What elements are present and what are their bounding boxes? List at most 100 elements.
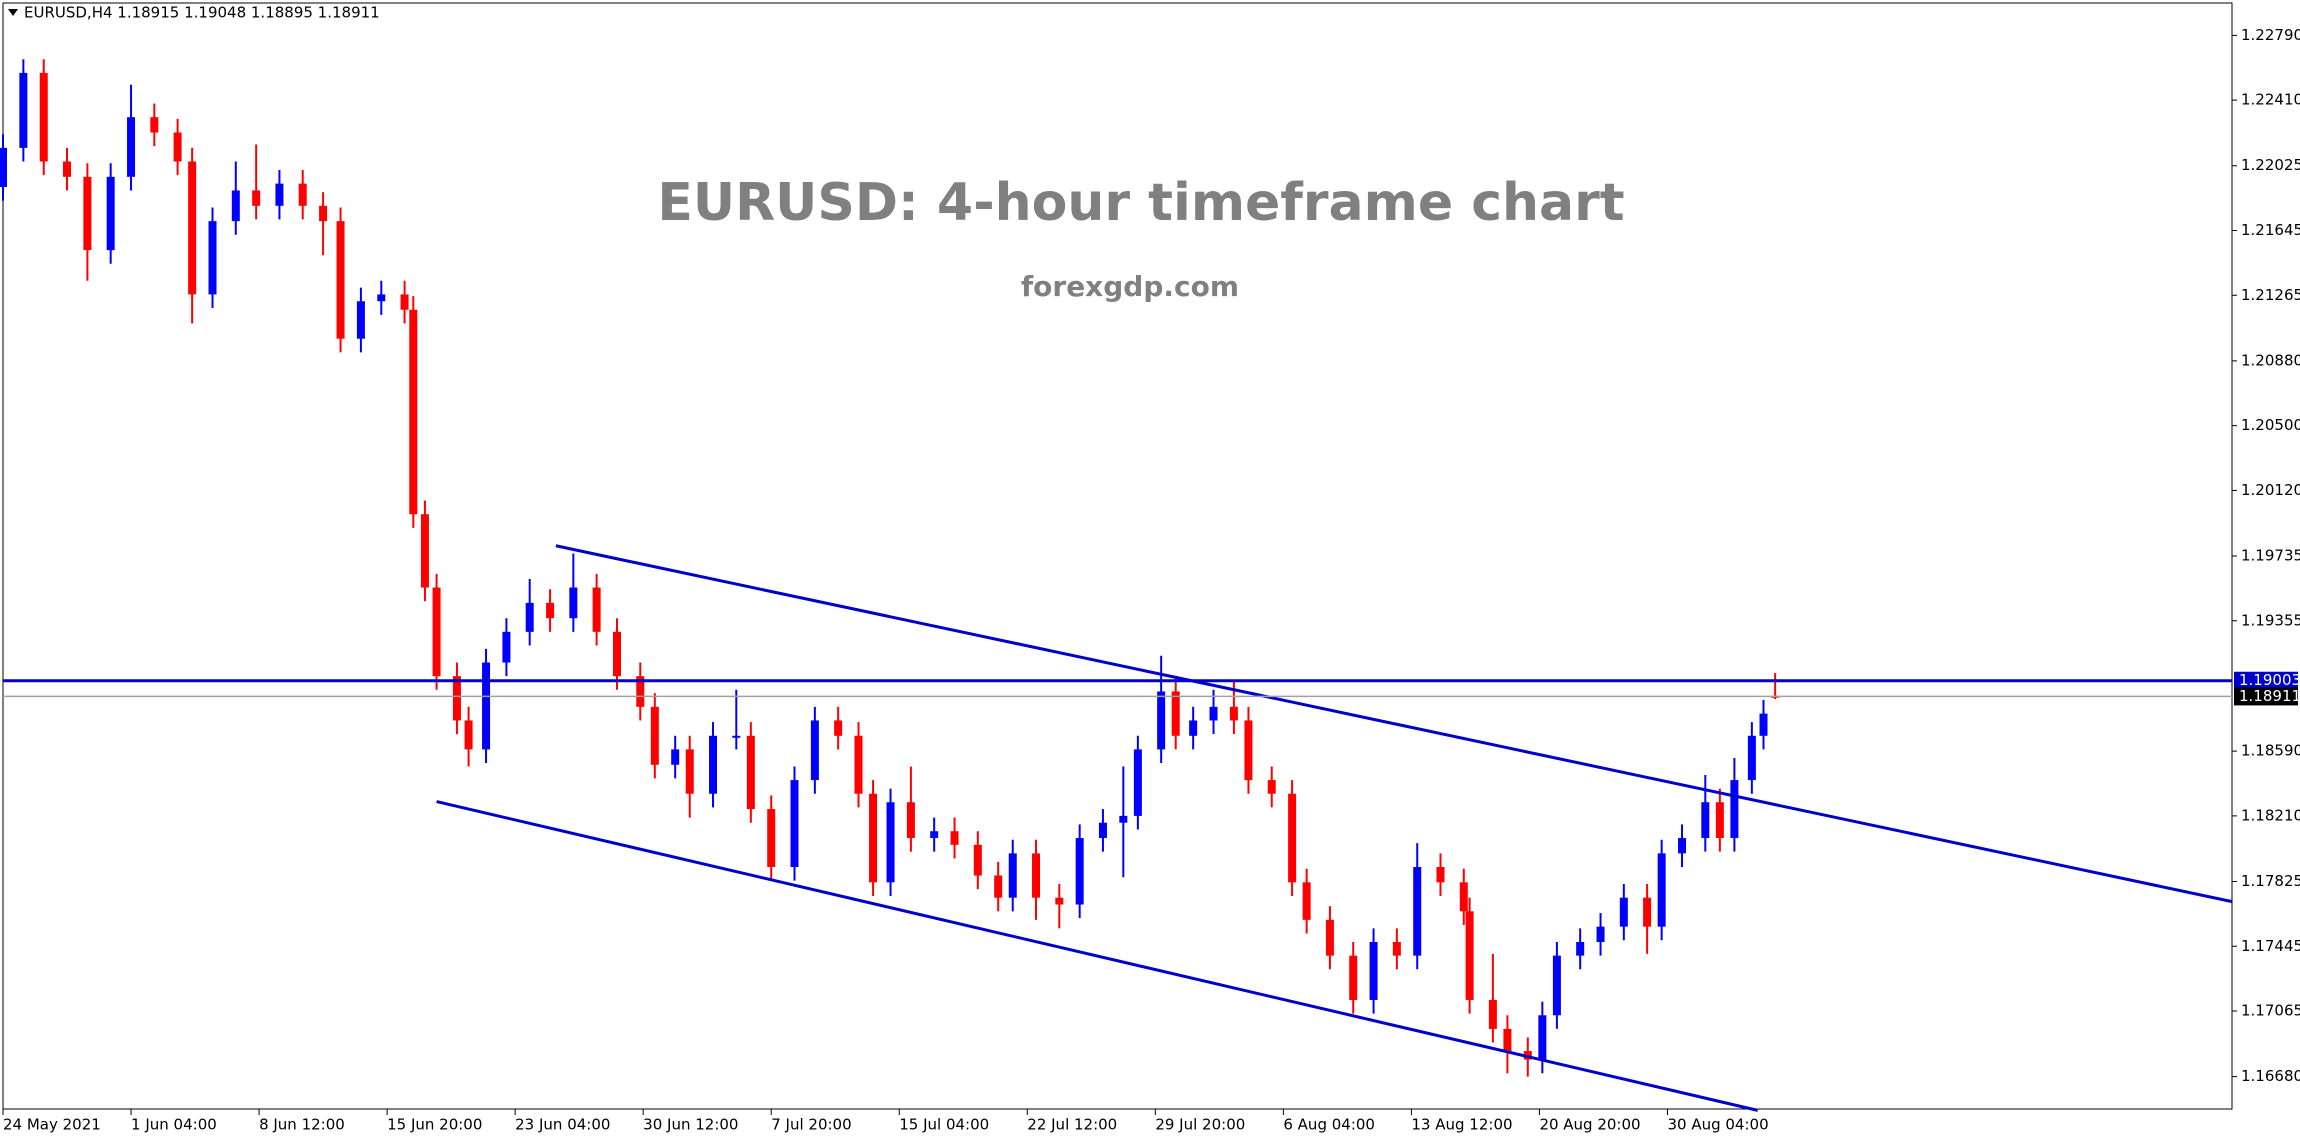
x-tick-label: 15 Jun 20:00 [387, 1116, 482, 1134]
x-tick-label: 15 Jul 04:00 [899, 1116, 989, 1134]
candle-body [1055, 897, 1064, 905]
candle-body [39, 72, 48, 162]
candle-body [994, 875, 1003, 898]
y-tick-label: 1.17445 [2241, 937, 2300, 955]
y-tick-label: 1.22790 [2241, 26, 2300, 44]
candle-body [709, 735, 718, 794]
candle-body [1157, 691, 1166, 750]
candle-body [231, 190, 240, 222]
candle-body [208, 221, 217, 295]
candle-body [767, 809, 776, 868]
candle-body [356, 301, 365, 339]
candle-body [252, 190, 261, 206]
candle-body [1657, 853, 1666, 927]
candle-body [1098, 822, 1107, 839]
candle-body [1171, 691, 1180, 736]
x-tick-label: 30 Aug 04:00 [1667, 1116, 1768, 1134]
x-tick-label: 1 Jun 04:00 [131, 1116, 217, 1134]
candle-body [1701, 802, 1710, 839]
x-tick-label: 20 Aug 20:00 [1539, 1116, 1640, 1134]
candle-body [1747, 735, 1756, 781]
x-tick-label: 22 Jul 12:00 [1027, 1116, 1117, 1134]
candle-body [482, 662, 491, 750]
candle-body [886, 802, 895, 883]
candle-body [790, 780, 799, 868]
candle-body [319, 205, 328, 222]
y-tick-label: 1.22410 [2241, 91, 2300, 109]
candle-body [1488, 999, 1497, 1029]
candle-body [1032, 853, 1041, 898]
candle-body [0, 147, 7, 188]
candle-body [1008, 853, 1017, 898]
candle-body [906, 802, 915, 839]
candle-body [63, 161, 72, 177]
candle-body [592, 587, 601, 632]
candle-body [1413, 867, 1422, 956]
candle-body [1715, 802, 1724, 839]
trend-line [555, 544, 2233, 904]
candle-body [173, 132, 182, 162]
candle-body [834, 720, 843, 736]
y-tick-label: 1.18590 [2241, 742, 2300, 760]
candle-body [1552, 955, 1561, 1016]
x-tick-label: 7 Jul 20:00 [771, 1116, 851, 1134]
y-tick-label: 1.17065 [2241, 1002, 2300, 1020]
y-tick-label: 1.21645 [2241, 221, 2300, 239]
y-tick-label: 1.18210 [2241, 806, 2300, 824]
candle-body [1619, 897, 1628, 927]
candle-body [275, 183, 284, 206]
candle-body [1369, 941, 1378, 1000]
candle-body [869, 793, 878, 883]
candle-body [1503, 1028, 1512, 1052]
candle-body [502, 631, 511, 663]
candle-body [650, 706, 659, 765]
price-label-box [2234, 671, 2298, 690]
x-tick-label: 23 Jun 04:00 [515, 1116, 610, 1134]
candle-body [1576, 941, 1585, 956]
candle-body [1392, 941, 1401, 956]
candle-body [1133, 749, 1142, 816]
candle-body [854, 735, 863, 794]
candle-body [432, 587, 441, 677]
menu-arrow[interactable] [8, 9, 18, 16]
candle-body [930, 831, 939, 839]
candle-body [569, 587, 578, 619]
candle-body [1267, 780, 1276, 794]
candle-body [1302, 882, 1311, 920]
x-tick-label: 13 Aug 12:00 [1411, 1116, 1512, 1134]
candle-body [1119, 815, 1128, 823]
y-tick-label: 1.20120 [2241, 481, 2300, 499]
candle-body [1244, 720, 1253, 781]
candle-body [1229, 706, 1238, 721]
candle-body [1759, 713, 1768, 736]
y-tick-label: 1.21265 [2241, 286, 2300, 304]
candle-body [1209, 706, 1218, 721]
header: EURUSD,H4 1.18915 1.19048 1.18895 1.1891… [24, 4, 380, 22]
candle-body [19, 72, 28, 148]
candle-body [1349, 955, 1358, 1000]
y-tick-label: 1.19355 [2241, 611, 2300, 629]
trend-line [436, 800, 1759, 1112]
candle-body [636, 676, 645, 707]
y-tick-label: 1.17825 [2241, 872, 2300, 890]
candle-body [1643, 897, 1652, 927]
candle-body [732, 735, 741, 738]
x-tick-label: 6 Aug 04:00 [1283, 1116, 1375, 1134]
candle-body [1075, 838, 1084, 905]
candle-body [188, 161, 197, 295]
price-label-box [2234, 687, 2298, 706]
y-tick-label: 1.20500 [2241, 416, 2300, 434]
candle-body [685, 749, 694, 794]
plot-frame [2, 2, 2233, 1110]
candle-body [671, 749, 680, 765]
y-tick-label: 1.22025 [2241, 156, 2300, 174]
x-tick-label: 29 Jul 20:00 [1155, 1116, 1245, 1134]
chart-title: EURUSD: 4-hour timeframe chart [657, 173, 1624, 233]
candle-body [298, 183, 307, 206]
candle-body [1465, 911, 1474, 1000]
y-tick-label: 1.16680 [2241, 1067, 2300, 1085]
y-tick-label: 1.20880 [2241, 351, 2300, 369]
candle-body [420, 514, 429, 588]
